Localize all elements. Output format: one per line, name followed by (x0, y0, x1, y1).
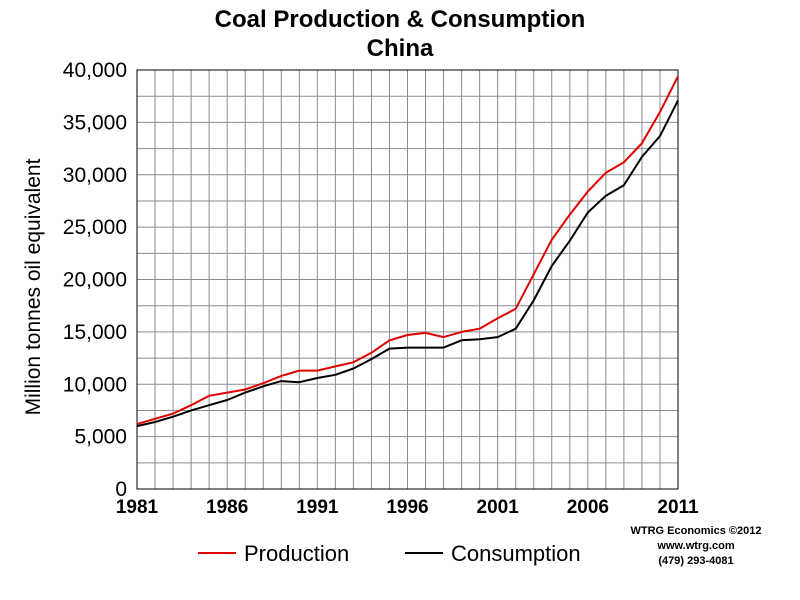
y-tick-label: 35,000 (63, 111, 127, 134)
y-tick-label: 5,000 (74, 426, 127, 449)
y-axis-ticks: 0 5,000 10,000 15,000 20,000 25,000 30,000 35,0… (63, 59, 127, 501)
y-tick-label: 40,000 (63, 59, 127, 82)
x-axis-ticks: 1981 1986 1991 1996 2001 2006 2011 (116, 497, 699, 518)
series-line-production (136, 75, 679, 426)
y-tick-label: 30,000 (63, 164, 127, 187)
chart-title: Coal Production & Consumption (215, 6, 586, 33)
credit-company: WTRG Economics ©2012 (631, 525, 762, 537)
y-tick-label: 15,000 (63, 321, 127, 344)
grid (136, 69, 679, 490)
credit-phone: (479) 293-4081 (658, 555, 733, 567)
y-tick-label: 10,000 (63, 373, 127, 396)
chart-subtitle: China (367, 35, 434, 62)
credit-website: www.wtrg.com (656, 540, 734, 552)
x-tick-label: 2011 (657, 497, 699, 518)
x-tick-label: 1991 (296, 497, 339, 518)
x-tick-label: 2006 (567, 497, 609, 518)
plot-frame (136, 69, 679, 490)
y-tick-label: 25,000 (63, 216, 127, 239)
x-tick-label: 1986 (206, 497, 248, 518)
y-tick-label: 0 (115, 478, 127, 501)
x-tick-label: 2001 (477, 497, 520, 518)
series-lines (136, 75, 679, 428)
x-tick-label: 1996 (386, 497, 428, 518)
series-line-consumption (136, 99, 679, 428)
x-tick-label: 1981 (116, 497, 159, 518)
credits: WTRG Economics ©2012 www.wtrg.com (479) … (631, 525, 762, 567)
legend-label-consumption: Consumption (451, 541, 581, 566)
y-axis-label: Million tonnes oil equivalent (22, 158, 45, 415)
legend-label-production: Production (244, 541, 349, 566)
y-tick-label: 20,000 (63, 269, 127, 292)
legend: Production Consumption (198, 541, 581, 566)
